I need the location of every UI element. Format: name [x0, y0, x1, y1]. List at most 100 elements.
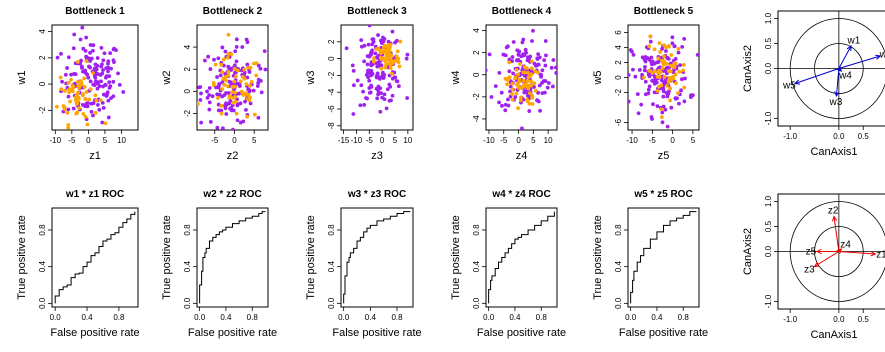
scatter-point-a — [643, 65, 647, 69]
y-tick-label: 0.0 — [327, 297, 336, 309]
scatter-point-a — [355, 78, 360, 83]
scatter-point-a — [524, 50, 529, 55]
y-tick-label: -2 — [472, 93, 481, 101]
scatter-point-a — [680, 44, 685, 49]
scatter-point-b — [682, 85, 687, 90]
scatter-point-a — [212, 57, 216, 62]
scatter-point-b — [524, 66, 529, 71]
scatter-point-a — [224, 101, 228, 106]
scatter-point-a — [649, 115, 654, 119]
scatter-point-b — [98, 98, 103, 103]
scatter-point-a — [107, 74, 112, 79]
scatter-point-a — [520, 126, 524, 130]
y-tick-label: -2 — [183, 109, 192, 117]
scatter-point-b — [396, 56, 401, 61]
scatter-point-a — [647, 74, 652, 79]
scatter-point-a — [523, 47, 528, 52]
scatter-point-b — [395, 49, 400, 54]
scatter-point-b — [388, 45, 392, 50]
x-tick-label: 0 — [516, 136, 521, 145]
scatter-point-b — [517, 77, 522, 82]
scatter-point-a — [367, 78, 372, 83]
correlation-circle — [814, 43, 864, 94]
scatter-point-a — [220, 126, 225, 130]
y-axis-label: w4 — [450, 70, 462, 85]
plot-frame — [51, 24, 139, 131]
scatter-point-b — [383, 58, 388, 63]
scatter-point-a — [538, 108, 542, 113]
scatter-point-a — [224, 91, 228, 95]
scatter-point-a — [101, 68, 105, 72]
scatter-point-a — [229, 106, 234, 110]
panel-title: w4 * z4 ROC — [491, 189, 550, 200]
scatter-point-a — [520, 40, 525, 45]
scatter-point-a — [59, 51, 63, 56]
scatter-point-a — [516, 52, 521, 57]
y-axis-label: w1 — [16, 70, 28, 85]
scatter-point-a — [382, 37, 387, 41]
scatter-point-a — [670, 41, 675, 46]
x-tick-label: 0.8 — [247, 313, 259, 322]
scatter-point-b — [533, 88, 538, 93]
scatter-point-a — [637, 68, 642, 72]
y-tick-label: -2 — [327, 71, 336, 79]
y-axis-label: w2 — [161, 70, 173, 85]
scatter-point-a — [97, 107, 102, 112]
scatter-point-a — [650, 78, 655, 83]
scatter-point-a — [528, 54, 533, 59]
scatter-point-b — [503, 76, 508, 81]
plot-area — [630, 211, 697, 304]
scatter-point-a — [664, 66, 669, 70]
scatter-point-b — [507, 75, 512, 80]
scatter-point-a — [95, 86, 100, 91]
scatter-point-a — [493, 84, 498, 89]
y-tick-label: 0.5 — [764, 37, 773, 49]
scatter-point-b — [525, 70, 530, 75]
panel-2: Bottleneck 2 -5 0 5 -2 0 2 4 z2 w2 — [161, 6, 269, 162]
scatter-point-b — [67, 90, 72, 95]
scatter-point-b — [664, 45, 668, 50]
panel-10: w4 * z4 ROC 0.0 0.4 0.8 0.0 0.4 0.8 False posit… — [450, 189, 566, 339]
correlation-circle — [789, 201, 885, 302]
scatter-point-a — [88, 79, 93, 84]
scatter-point-b — [219, 103, 224, 108]
scatter-point-a — [350, 63, 355, 68]
scatter-point-b — [526, 75, 531, 80]
scatter-point-b — [665, 83, 669, 88]
vector-arrowhead — [836, 248, 843, 254]
scatter-point-b — [66, 125, 71, 130]
scatter-point-a — [489, 95, 494, 99]
x-tick-label: -10 — [50, 136, 62, 145]
vector-arrowhead — [815, 248, 822, 255]
scatter-point-b — [386, 57, 391, 62]
scatter-point-a — [527, 109, 532, 113]
y-tick-label: 4 — [472, 28, 481, 33]
panel-1: Bottleneck 1 -10 -5 0 5 10 -2 0 2 4 z1 w1 — [16, 6, 139, 162]
scatter-point-a — [60, 79, 64, 84]
vector-arrowhead — [813, 262, 820, 268]
scatter-point-a — [223, 49, 228, 54]
scatter-point-a — [370, 48, 374, 53]
scatter-point-b — [91, 71, 95, 75]
scatter-point-a — [544, 53, 548, 58]
scatter-point-a — [369, 68, 374, 73]
x-axis-label: CanAxis1 — [810, 146, 857, 158]
y-tick-label: 2 — [327, 39, 336, 44]
scatter-point-a — [540, 80, 544, 85]
scatter-point-a — [695, 53, 699, 57]
vector-arrowhead — [831, 215, 838, 222]
scatter-point-a — [109, 66, 113, 71]
scatter-point-b — [69, 77, 73, 82]
scatter-point-a — [80, 25, 85, 30]
scatter-point-b — [660, 58, 664, 63]
scatter-point-a — [85, 104, 90, 109]
scatter-point-a — [256, 81, 261, 85]
y-tick-label: 4 — [183, 44, 192, 49]
panel-title: w2 * z2 ROC — [202, 189, 261, 200]
scatter-point-a — [220, 45, 225, 50]
scatter-point-a — [379, 91, 383, 96]
y-tick-label: 2 — [472, 50, 481, 55]
scatter-point-a — [84, 35, 89, 40]
y-tick-label: 2 — [38, 55, 47, 60]
scatter-point-a — [683, 76, 687, 81]
